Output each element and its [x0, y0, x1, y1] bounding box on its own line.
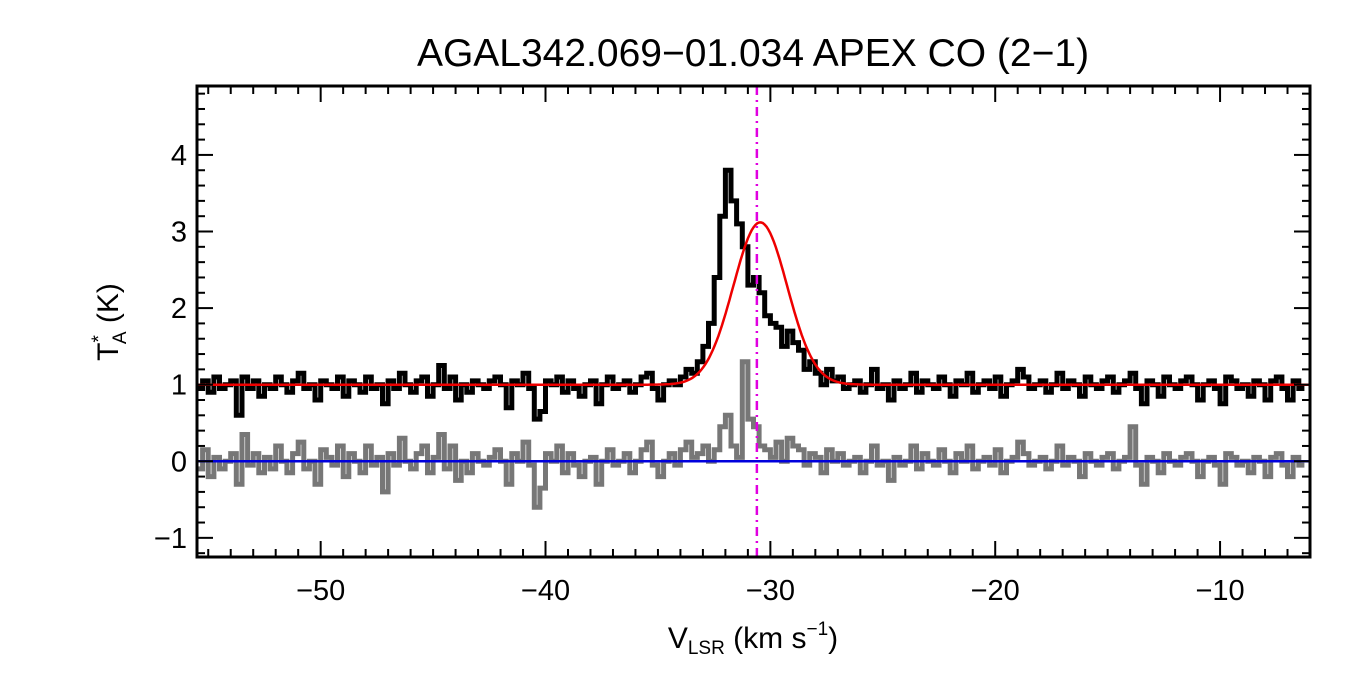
- y-tick-label: 0: [171, 446, 187, 478]
- y-label-sup: *: [89, 335, 110, 343]
- x-tick-label: −10: [1195, 575, 1244, 607]
- y-label-units: (K): [92, 283, 125, 331]
- residual-spectrum-line: [197, 359, 1305, 510]
- x-label-sub: LSR: [688, 638, 725, 659]
- plot-frame: [195, 84, 1312, 559]
- series-layer: [197, 86, 1310, 557]
- y-tick-label: 2: [171, 293, 187, 325]
- x-tick-label: −40: [521, 575, 570, 607]
- y-label-main: T: [92, 343, 125, 361]
- x-label-main: V: [668, 622, 688, 655]
- x-label-sup: −1: [806, 619, 828, 640]
- y-axis-label: T*A (K): [89, 283, 131, 361]
- y-tick-label: 3: [171, 217, 187, 249]
- x-tick-label: −30: [746, 575, 795, 607]
- y-label-sub: A: [110, 331, 131, 344]
- x-tick-label: −50: [296, 575, 345, 607]
- gaussian-fit-line: [197, 221, 1310, 386]
- x-tick-label: −20: [971, 575, 1020, 607]
- x-label-units-close: ): [828, 622, 838, 655]
- y-tick-label: 4: [171, 140, 187, 172]
- chart-title: AGAL342.069−01.034 APEX CO (2−1): [417, 32, 1089, 75]
- x-label-units: (km s: [725, 622, 807, 655]
- observed-spectrum-line: [197, 167, 1305, 422]
- y-tick-label: −1: [154, 523, 187, 555]
- y-tick-label: 1: [171, 370, 187, 402]
- x-axis-label: VLSR (km s−1): [668, 619, 838, 659]
